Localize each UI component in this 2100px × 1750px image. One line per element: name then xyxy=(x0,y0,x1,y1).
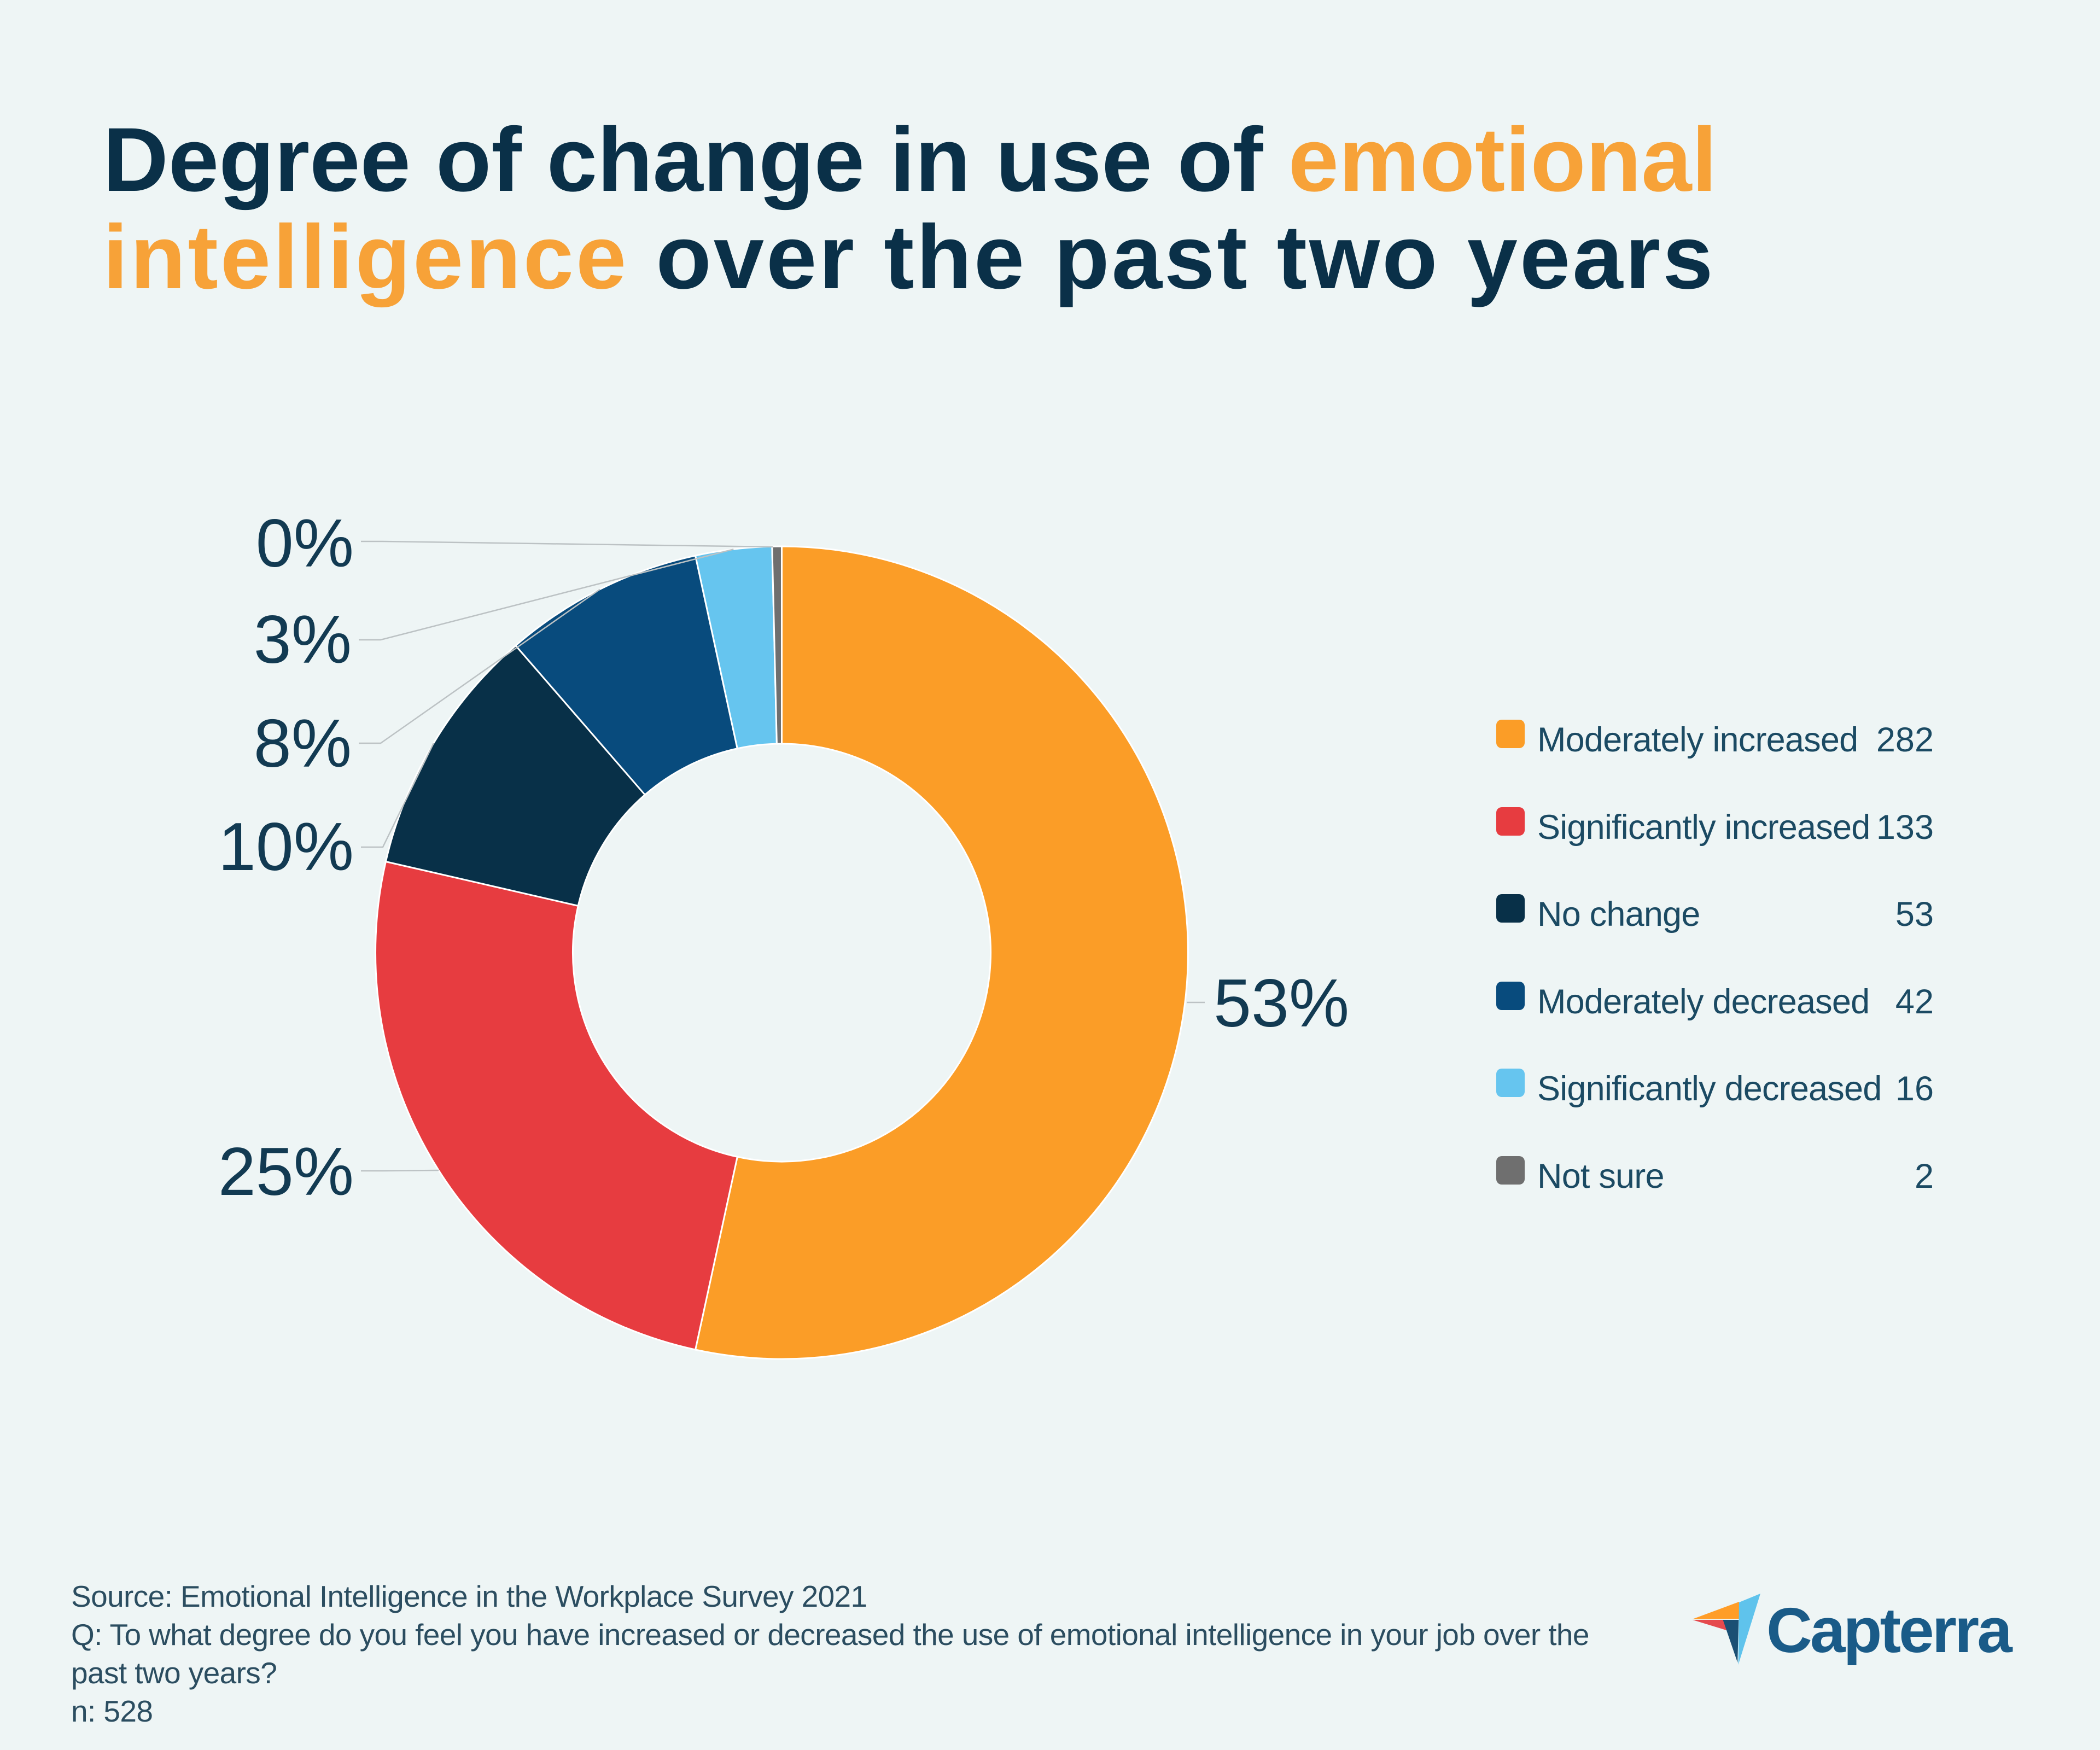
svg-text:53%: 53% xyxy=(1214,966,1349,1041)
svg-text:8%: 8% xyxy=(254,706,352,781)
svg-text:10%: 10% xyxy=(218,809,354,885)
svg-text:25%: 25% xyxy=(218,1134,354,1210)
svg-text:3%: 3% xyxy=(254,602,352,678)
svg-text:0%: 0% xyxy=(256,506,354,581)
svg-text:Capterra: Capterra xyxy=(1766,1595,2013,1666)
